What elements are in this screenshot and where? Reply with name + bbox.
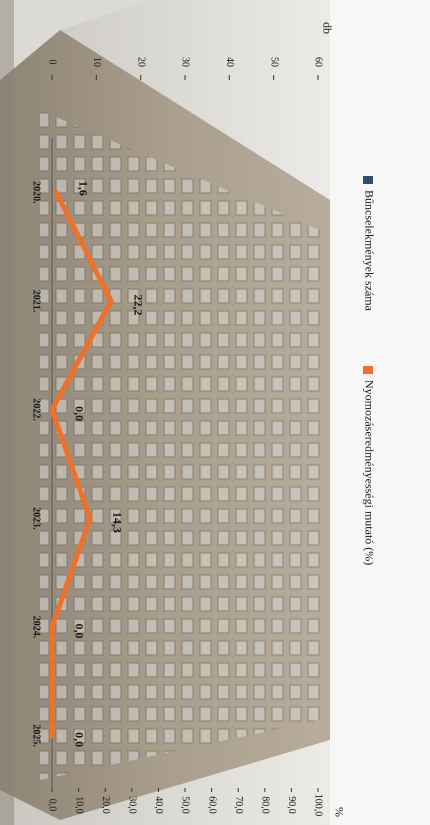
legend-swatch <box>363 366 373 374</box>
right-axis-tick-label: 90,0 <box>286 796 297 814</box>
left-axis-tick-label: 10 <box>91 57 102 67</box>
right-axis-tick-label: 80,0 <box>260 796 271 814</box>
category-label: 2023. <box>31 507 42 530</box>
legend-label: Nyomozáseredményességi mutató (%) <box>362 380 376 565</box>
left-axis-tick-label: 40 <box>224 57 235 67</box>
left-axis-tick-label: 20 <box>135 57 146 67</box>
right-axis-tick-label: 10,0 <box>73 796 84 814</box>
category-label: 2025. <box>31 724 42 747</box>
data-label: 14,3 <box>110 512 124 533</box>
right-axis-tick-label: 0,0 <box>47 799 58 812</box>
data-point <box>49 733 55 739</box>
legend-label: Bűncselekmények száma <box>362 190 376 312</box>
data-label: 1,6 <box>77 181 91 196</box>
data-point <box>49 624 55 630</box>
data-label: 0,0 <box>72 406 86 421</box>
data-label: 0,0 <box>72 624 86 639</box>
data-point <box>49 407 55 413</box>
legend-swatch <box>363 176 373 184</box>
left-axis-tick-label: 30 <box>180 57 191 67</box>
right-axis-tick-label: 40,0 <box>153 796 164 814</box>
right-axis-tick-label: 20,0 <box>100 796 111 814</box>
category-label: 2024. <box>31 616 42 639</box>
left-axis-tick-label: 0 <box>47 60 58 65</box>
right-axis-tick-label: 100,0 <box>313 794 324 817</box>
data-point <box>87 515 93 521</box>
left-axis-unit: db <box>320 22 334 34</box>
right-axis-tick-label: 50,0 <box>180 796 191 814</box>
data-point <box>108 298 114 304</box>
plot-area: 0 10 20 30 40 50 60 db 0,0 10,0 20,0 30,0 40,0 50,0 60… <box>31 22 377 817</box>
right-axis-unit: % <box>332 807 346 817</box>
data-label: 22,2 <box>131 295 145 316</box>
right-axis-tick-label: 60,0 <box>206 796 217 814</box>
category-label: 2021. <box>31 290 42 313</box>
right-axis-tick-label: 30,0 <box>127 796 138 814</box>
data-point <box>53 189 59 195</box>
left-axis-tick-label: 60 <box>313 57 324 67</box>
right-axis-tick-label: 70,0 <box>233 796 244 814</box>
series-line <box>49 189 114 739</box>
category-label: 2020. <box>31 181 42 204</box>
data-label: 0,0 <box>72 732 86 747</box>
category-label: 2022. <box>31 398 42 421</box>
left-axis-tick-label: 50 <box>268 57 279 67</box>
